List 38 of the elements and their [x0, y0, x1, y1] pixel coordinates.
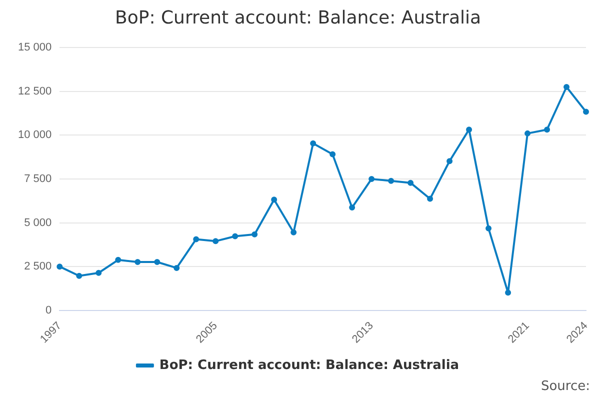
point	[330, 151, 336, 158]
point	[252, 231, 258, 238]
point	[310, 140, 316, 146]
point	[96, 270, 102, 276]
point	[583, 108, 589, 115]
y-tick-label: 0	[46, 304, 52, 316]
legend-label: BoP: Current account: Balance: Australia	[159, 358, 460, 373]
y-tick-label: 15 000	[18, 42, 52, 54]
point	[56, 264, 63, 270]
point	[408, 180, 414, 186]
point	[174, 264, 180, 271]
point	[232, 233, 238, 240]
point	[524, 130, 531, 136]
point	[466, 126, 472, 133]
point	[154, 259, 160, 266]
point	[290, 229, 297, 236]
point	[427, 196, 434, 202]
point	[271, 196, 278, 203]
y-tick-label: 12 500	[18, 85, 52, 98]
point	[368, 176, 375, 182]
point	[349, 204, 356, 211]
point	[446, 158, 453, 164]
chart-title: BoP: Current account: Balance: Australia	[114, 7, 482, 28]
point	[193, 236, 200, 242]
point	[76, 272, 82, 279]
point	[544, 126, 550, 133]
point	[486, 225, 492, 232]
y-tick-label: 10 000	[18, 129, 52, 142]
point	[134, 259, 141, 266]
y-tick-label: 2 500	[24, 260, 52, 273]
point	[505, 290, 512, 296]
point	[388, 178, 394, 184]
source-note: Source:	[540, 379, 590, 394]
y-tick-label: 7 500	[24, 173, 52, 186]
point	[564, 84, 570, 90]
point	[212, 238, 219, 244]
y-tick-label: 5 000	[24, 216, 52, 229]
point	[115, 256, 122, 263]
